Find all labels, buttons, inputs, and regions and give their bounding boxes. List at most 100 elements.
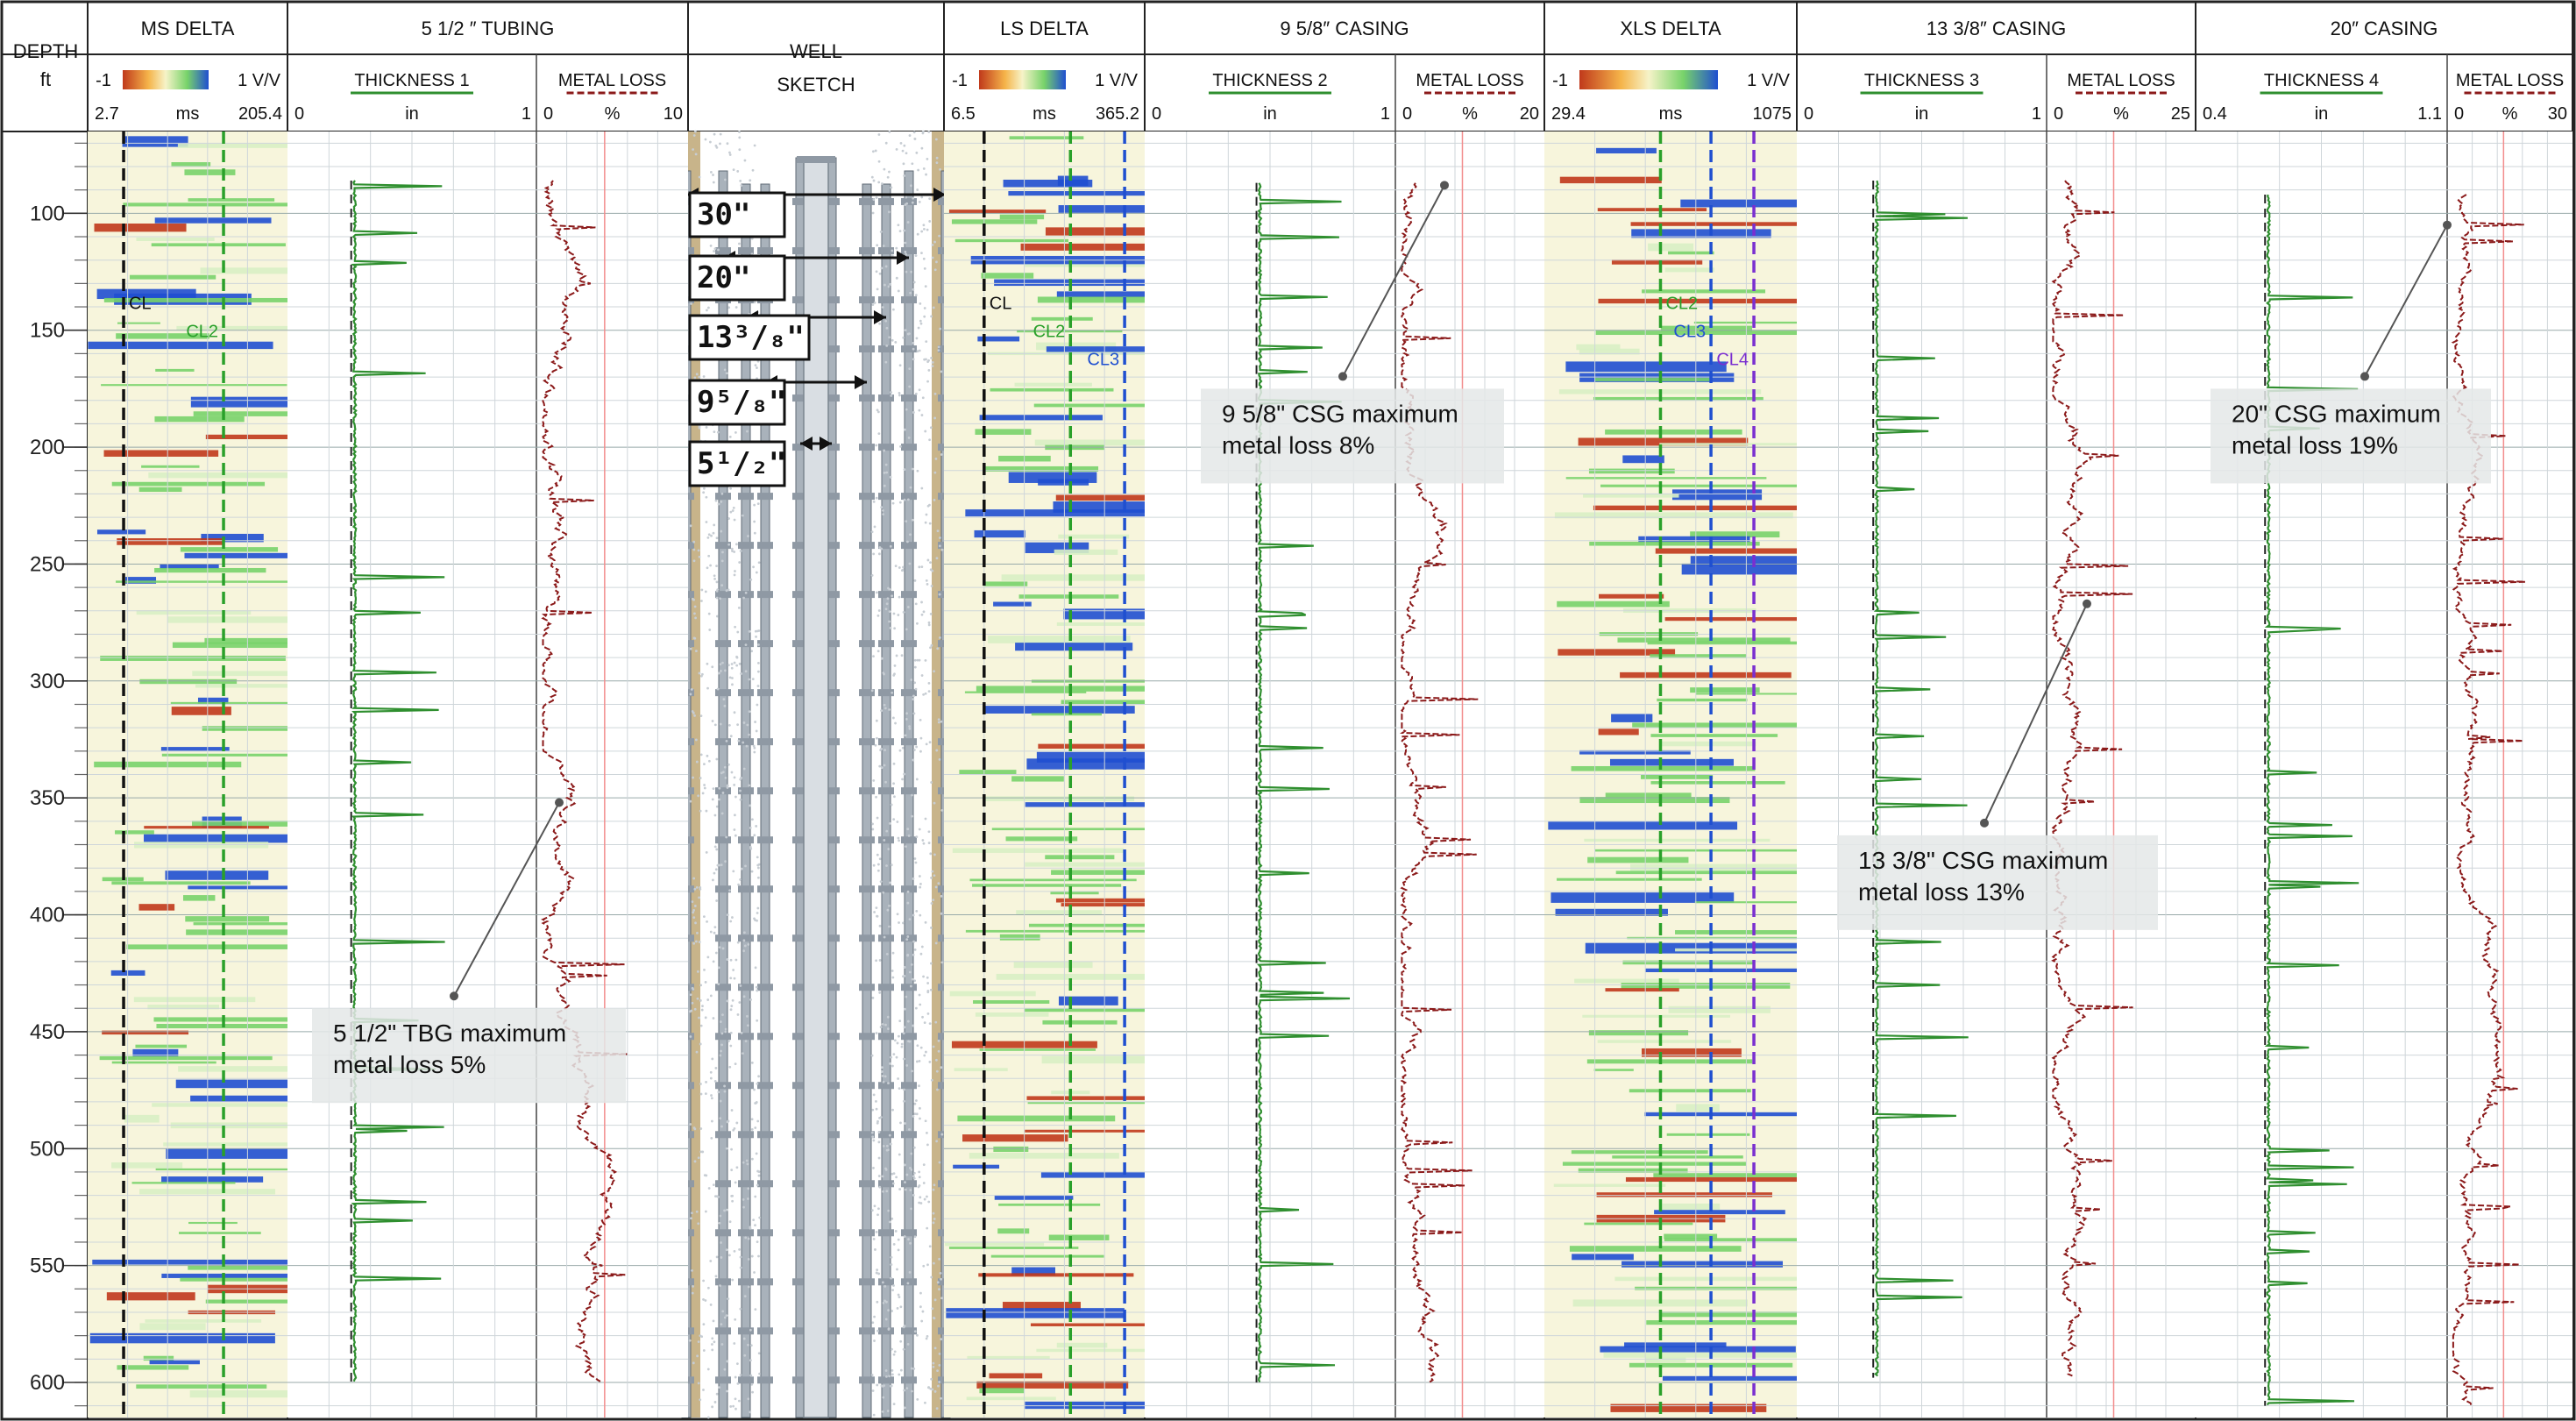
xls-scale-max: 1 V/V — [1747, 71, 1791, 90]
casing-collar — [878, 247, 894, 255]
cement-speckle — [707, 306, 710, 309]
cement-speckle — [931, 365, 934, 367]
casing-collar — [757, 885, 773, 893]
cement-speckle — [753, 1271, 756, 1274]
cement-speckle — [738, 662, 742, 665]
cement-speckle — [754, 919, 756, 921]
cement-speckle — [919, 750, 922, 753]
ls-delta-band — [946, 1308, 1125, 1318]
c20-thickness-min: 0.4 — [2203, 104, 2227, 124]
cement-speckle — [878, 959, 882, 962]
cement-speckle — [704, 1299, 707, 1302]
casing-collar — [715, 1131, 731, 1139]
cement-speckle — [938, 757, 941, 761]
cement-speckle — [742, 1197, 745, 1201]
depth-unit: ft — [40, 68, 51, 90]
cement-speckle — [753, 750, 756, 754]
cement-speckle — [876, 1300, 879, 1304]
cement-speckle — [733, 518, 736, 522]
cement-speckle — [699, 984, 703, 987]
cement-speckle — [905, 628, 908, 631]
tubing-thickness-unit: in — [405, 104, 419, 124]
casing-collar — [824, 1229, 840, 1237]
cement-speckle — [707, 612, 711, 615]
cement-speckle — [903, 1389, 905, 1392]
casing-collar — [792, 836, 808, 844]
cement-speckle — [896, 1041, 899, 1045]
cement-speckle — [689, 1035, 692, 1038]
cement-speckle — [885, 1375, 888, 1378]
cement-speckle — [753, 746, 756, 750]
cement-speckle — [923, 228, 926, 231]
cement-speckle — [933, 471, 937, 474]
cement-speckle — [933, 1183, 936, 1187]
cement-speckle — [754, 1102, 757, 1105]
cement-speckle — [753, 834, 756, 837]
cement-speckle — [925, 173, 927, 176]
casing-collar — [757, 1082, 773, 1090]
ms-delta-band — [106, 1292, 195, 1301]
casing-collar — [738, 836, 754, 844]
cement-speckle — [720, 529, 723, 533]
cement-speckle — [915, 151, 919, 154]
ls-delta-band — [997, 1228, 1030, 1234]
ls-delta-band — [966, 1396, 1056, 1401]
casing-collar — [792, 591, 808, 599]
cement-speckle — [748, 784, 751, 787]
ls-delta-band — [981, 273, 1034, 279]
ls-delta-band — [988, 636, 1131, 643]
cement-speckle — [898, 364, 902, 367]
cement-speckle — [747, 1397, 750, 1401]
cement-speckle — [736, 170, 740, 173]
cement-speckle — [889, 544, 892, 548]
cement-speckle — [727, 1040, 730, 1043]
cement-speckle — [699, 777, 702, 779]
tubing-thickness-max: 1 — [522, 104, 531, 124]
cement-speckle — [930, 1377, 933, 1381]
cement-speckle — [901, 778, 904, 781]
ms-delta-band — [135, 1044, 188, 1048]
ms-delta-band — [147, 1005, 219, 1010]
cement-speckle — [889, 1142, 892, 1146]
cement-speckle — [930, 926, 933, 929]
ls-delta-band — [945, 1242, 1045, 1247]
cement-speckle — [922, 693, 926, 696]
cement-speckle — [894, 565, 898, 568]
cement-speckle — [752, 565, 755, 569]
cement-speckle — [699, 1398, 702, 1402]
cement-speckle — [908, 562, 912, 565]
cement-speckle — [735, 1362, 739, 1366]
cement-speckle — [736, 941, 740, 944]
cement-speckle — [913, 1112, 917, 1116]
ls-delta-band — [1014, 382, 1092, 387]
cement-speckle — [904, 1181, 906, 1183]
cement-speckle — [938, 1353, 941, 1355]
cement-speckle — [912, 342, 915, 345]
casing-collar — [859, 1327, 875, 1335]
cement-speckle — [695, 650, 698, 653]
casing-collar — [878, 296, 894, 304]
ls-delta-band — [985, 465, 1099, 472]
xls-delta-band — [1645, 1356, 1686, 1363]
cement-speckle — [746, 1014, 749, 1018]
c958-thickness-curve — [1256, 182, 1351, 1382]
cement-speckle — [691, 900, 694, 904]
cement-speckle — [940, 912, 943, 915]
cement-speckle — [884, 707, 887, 710]
cement-speckle — [912, 1368, 916, 1370]
cement-speckle — [884, 749, 886, 752]
casing-collar — [738, 1131, 754, 1139]
cement-speckle — [739, 778, 742, 781]
cement-speckle — [933, 392, 937, 395]
cement-speckle — [723, 1084, 726, 1088]
cement-speckle — [876, 409, 879, 412]
xls-delta-band — [1596, 147, 1657, 154]
cement-speckle — [871, 1108, 875, 1112]
ls-delta-band — [962, 1134, 1068, 1142]
cement-speckle — [720, 584, 724, 587]
ls-delta-band — [1045, 227, 1145, 236]
cement-speckle — [706, 686, 709, 690]
xls-delta-band — [1675, 930, 1797, 934]
xls-delta-band — [1605, 988, 1679, 992]
cement-speckle — [929, 612, 933, 615]
